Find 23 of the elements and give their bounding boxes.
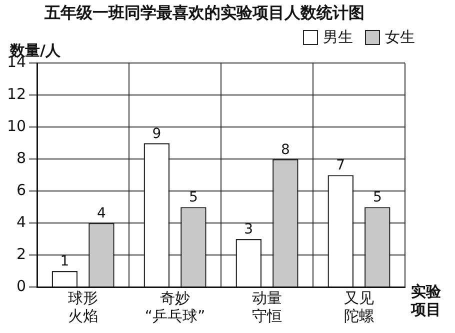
y-tick-label: 10	[6, 117, 26, 136]
x-axis-title: 实验项目	[410, 282, 442, 318]
chart-title: 五年级一班同学最喜欢的实验项目人数统计图	[44, 2, 364, 22]
y-tick-label: 6	[16, 180, 26, 199]
data-label: 9	[152, 126, 162, 142]
data-label: 7	[336, 158, 346, 174]
data-label: 8	[280, 142, 290, 158]
x-tick-label: 又见陀螺	[344, 288, 374, 325]
data-label: 3	[244, 222, 254, 238]
y-tick-label: 8	[16, 149, 26, 168]
y-tick-label: 0	[16, 276, 26, 295]
data-label: 5	[372, 190, 382, 206]
data-label: 1	[60, 254, 70, 270]
data-label: 5	[188, 190, 198, 206]
text: 男生	[323, 28, 353, 47]
y-tick-label: 2	[16, 244, 26, 263]
legend-label: 女生	[385, 28, 415, 47]
x-tick-label: 奇妙“乒乓球”	[144, 288, 206, 325]
x-tick-label: 动量守恒	[252, 288, 282, 325]
y-tick-label: 4	[16, 212, 26, 231]
y-tick-label: 12	[6, 85, 26, 104]
x-tick-label: 球形火焰	[68, 288, 98, 325]
data-label: 4	[97, 206, 106, 222]
